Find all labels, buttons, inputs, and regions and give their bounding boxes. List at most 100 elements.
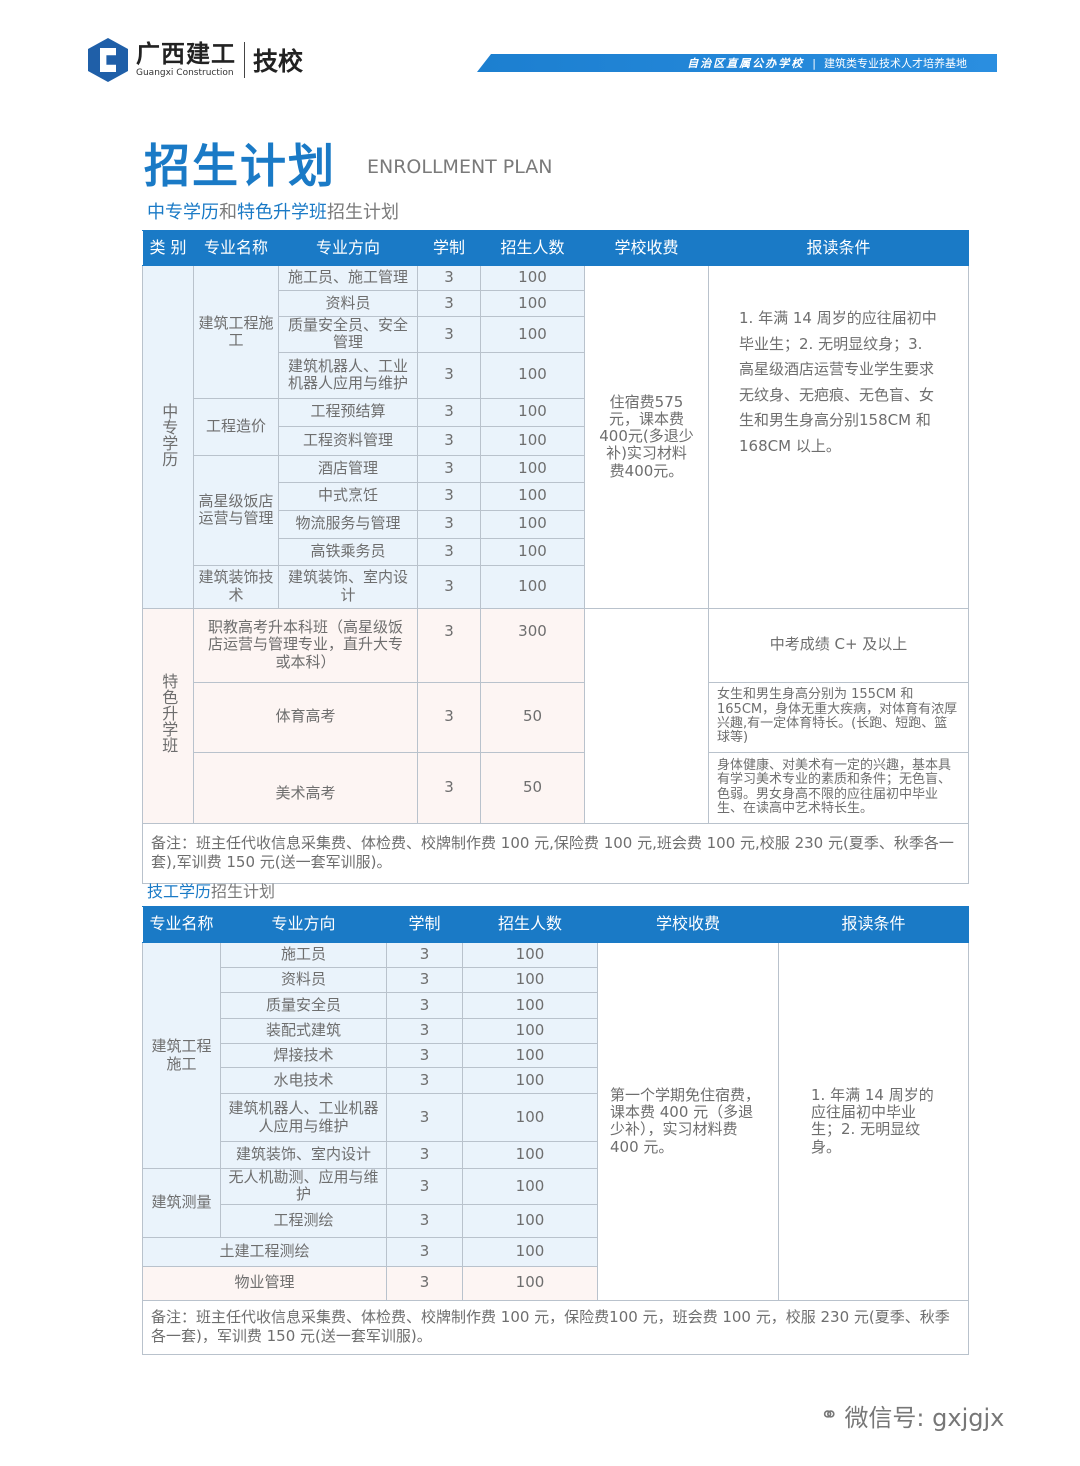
count-cell: 50 (480, 681, 585, 753)
logo-school: 技校 (253, 47, 304, 76)
major-cell: 土建工程测绘 (142, 1236, 387, 1267)
fee-cell: 第一个学期免住宿费，课本费 400 元（多退少补），实习材料费 400 元。 (597, 942, 779, 1301)
title-part: 中专学历 (147, 202, 219, 223)
table-row: 水电技术 3 100 (143, 1067, 969, 1094)
col-header: 招生人数 (462, 906, 598, 943)
col-header: 类 别 (142, 230, 194, 266)
banner-left: 自治区直属公办学校 (687, 57, 805, 70)
direction-cell: 工程测绘 (220, 1203, 387, 1238)
count-cell: 100 (480, 316, 585, 353)
table-row: 高星级饭店运营与管理 酒店管理 3 100 (143, 454, 969, 566)
direction-cell: 水电技术 (220, 1067, 387, 1094)
direction-cell: 施工员 (220, 942, 387, 968)
table-secondary-plan: 类 别 专业名称 专业方向 学制 招生人数 学校收费 报读条件 中专学历 建筑工… (142, 230, 969, 884)
table-row: 装配式建筑 3 100 (143, 1018, 969, 1044)
years-cell: 3 (417, 481, 481, 511)
years-cell: 3 (417, 351, 481, 399)
title-part: 特色升学班 (237, 202, 327, 223)
banner-sep: | (812, 56, 816, 70)
wechat-watermark: ⚭ 微信号: gxjgjx (820, 1398, 1004, 1433)
fee-cell: 住宿费575元，课本费400元(多退少补)实习材料费400元。 (584, 265, 709, 609)
table-header: 专业名称 专业方向 学制 招生人数 学校收费 报读条件 (142, 906, 969, 943)
condition-cell: 中考成绩 C+ 及以上 (708, 607, 969, 683)
table-row: 中专学历 建筑工程施工 施工员、施工管理 3 100 住宿费575元，课本费40… (142, 265, 969, 609)
direction-cell: 建筑机器人、工业机器人应用与维护 (278, 351, 418, 399)
table-row: 体育高考 3 50 女生和男生身高分别为 155CM 和 165CM，身体无重大… (143, 681, 969, 753)
count-cell: 100 (480, 509, 585, 539)
section1-title: 中专学历和特色升学班招生计划 (147, 198, 399, 224)
table-row: 土建工程测绘 3 100 (142, 1236, 969, 1267)
count-cell: 100 (480, 351, 585, 399)
condition-cell: 1. 年满 14 周岁的应往届初中毕业生；2. 无明显纹身；3. 高星级酒店运营… (708, 265, 969, 609)
col-header: 报读条件 (778, 906, 969, 943)
major-cell: 建筑工程施工 (193, 265, 279, 399)
direction-cell: 资料员 (278, 290, 418, 317)
count-cell: 100 (480, 397, 585, 427)
direction-cell: 建筑装饰、室内设计 (220, 1141, 387, 1169)
fee-cell-empty (584, 607, 709, 824)
remark: 备注：班主任代收信息采集费、体检费、校牌制作费 100 元,保险费 100 元,… (142, 822, 969, 884)
count-cell: 50 (480, 751, 585, 824)
count-cell: 100 (462, 1168, 598, 1205)
count-cell: 100 (462, 1265, 598, 1301)
years-cell: 3 (386, 992, 463, 1019)
category-label: 特色升学班 (159, 673, 179, 754)
table-row: 高铁乘务员 3 100 (143, 537, 969, 566)
category-label: 中专学历 (159, 402, 179, 467)
count-cell: 100 (462, 942, 598, 968)
years-cell: 3 (386, 1067, 463, 1094)
direction-cell: 焊接技术 (220, 1043, 387, 1068)
years-cell: 3 (417, 751, 481, 824)
col-header: 专业名称 (193, 230, 279, 266)
logo-en: Guangxi Construction (136, 68, 234, 78)
major-cell: 工程造价 (193, 397, 279, 456)
table-row: 建筑测量 无人机勘测、应用与维护 3 100 (142, 1168, 969, 1238)
count-cell: 100 (462, 992, 598, 1019)
direction-cell: 美术高考 (193, 751, 418, 824)
count-cell: 100 (480, 425, 585, 456)
table-row: 建筑装饰、室内设计 3 100 (143, 1141, 969, 1169)
condition-cell: 1. 年满 14 周岁的应往届初中毕业生；2. 无明显纹身。 (778, 942, 969, 1301)
direction-cell: 体育高考 (193, 681, 418, 753)
direction-cell: 装配式建筑 (220, 1018, 387, 1044)
col-header: 学制 (386, 906, 463, 943)
years-cell: 3 (417, 564, 481, 609)
major-cell: 建筑装饰技术 (193, 564, 279, 609)
years-cell: 3 (417, 290, 481, 317)
major-cell: 物业管理 (142, 1265, 387, 1301)
school-logo: 广西建工 Guangxi Construction 技校 (88, 38, 303, 82)
category-cell: 特色升学班 (142, 607, 194, 824)
direction-cell: 酒店管理 (278, 454, 418, 483)
section2-title: 技工学历招生计划 (147, 878, 275, 902)
table-row: 建筑装饰技术 建筑装饰、室内设计 3 100 (143, 564, 969, 609)
logo-cn: 广西建工 (136, 40, 236, 68)
table-row: 工程造价 工程预结算 3 100 (143, 397, 969, 456)
remark: 备注：班主任代收信息采集费、体检费、校牌制作费 100 元，保险费100 元，班… (142, 1299, 969, 1355)
table-row: 资料员 3 100 (143, 290, 969, 317)
col-header: 专业名称 (142, 906, 221, 943)
page-title: 招生计划 (144, 139, 336, 193)
years-cell: 3 (417, 316, 481, 353)
years-cell: 3 (386, 967, 463, 993)
years-cell: 3 (417, 454, 481, 483)
direction-cell: 质量安全员、安全管理 (278, 316, 418, 353)
count-cell: 100 (462, 1018, 598, 1044)
banner-right: 建筑类专业技术人才培养基地 (824, 57, 967, 70)
count-cell: 100 (480, 537, 585, 566)
years-cell: 3 (417, 509, 481, 539)
years-cell: 3 (417, 681, 481, 753)
years-cell: 3 (386, 1141, 463, 1169)
direction-cell: 中式烹饪 (278, 481, 418, 511)
years-cell: 3 (386, 1018, 463, 1044)
years-cell: 3 (386, 1203, 463, 1238)
count-cell: 300 (480, 607, 585, 683)
years-cell: 3 (417, 397, 481, 427)
count-cell: 100 (462, 1236, 598, 1267)
col-header: 学校收费 (584, 230, 709, 266)
table-technical-plan: 专业名称 专业方向 学制 招生人数 学校收费 报读条件 建筑工程施工 施工员 3… (142, 906, 969, 1355)
header-banner: 自治区直属公办学校 | 建筑类专业技术人才培养基地 (477, 54, 997, 72)
table-row: 质量安全员、安全管理 3 100 (143, 316, 969, 353)
major-cell: 建筑工程施工 (142, 942, 221, 1169)
table-header: 类 别 专业名称 专业方向 学制 招生人数 学校收费 报读条件 (142, 230, 969, 266)
